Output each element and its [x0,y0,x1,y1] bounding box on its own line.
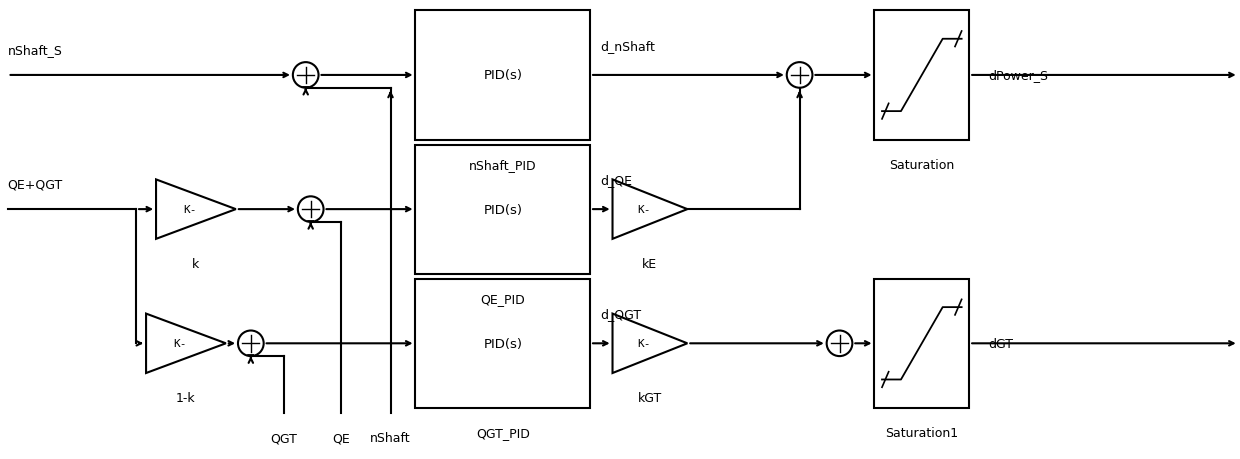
Text: QGT_PID: QGT_PID [476,426,529,439]
Text: d_nShaft: d_nShaft [600,39,655,53]
Text: −: − [300,82,310,92]
Ellipse shape [238,331,264,356]
FancyBboxPatch shape [874,279,970,408]
Ellipse shape [298,197,324,223]
Text: dPower_S: dPower_S [988,69,1048,82]
Text: Saturation1: Saturation1 [885,426,959,439]
FancyBboxPatch shape [415,11,590,140]
Text: K-: K- [174,339,186,348]
Text: nShaft_PID: nShaft_PID [469,158,537,172]
Text: PID(s): PID(s) [484,69,522,82]
Polygon shape [613,314,687,373]
Text: dGT: dGT [988,337,1013,350]
FancyBboxPatch shape [415,145,590,274]
Text: QE: QE [332,431,350,444]
Ellipse shape [827,331,852,356]
Text: k: k [192,257,200,270]
Text: −: − [305,216,315,225]
Polygon shape [146,314,226,373]
Text: 1-k: 1-k [176,392,196,404]
FancyBboxPatch shape [415,279,590,408]
Text: PID(s): PID(s) [484,337,522,350]
Text: K-: K- [637,205,651,215]
Text: K-: K- [184,205,196,215]
Ellipse shape [293,63,319,89]
Text: −: − [246,349,255,359]
Polygon shape [613,180,687,239]
Text: kGT: kGT [637,392,662,404]
Ellipse shape [786,63,812,89]
Text: QGT: QGT [270,431,298,444]
Text: PID(s): PID(s) [484,203,522,216]
Text: kE: kE [642,257,657,270]
Text: d_QE: d_QE [600,174,632,186]
Text: nShaft: nShaft [371,431,410,444]
Text: K-: K- [637,339,651,348]
Polygon shape [156,180,236,239]
FancyBboxPatch shape [874,11,970,140]
Text: d_QGT: d_QGT [600,308,641,320]
Text: QE_PID: QE_PID [480,292,525,305]
Text: QE+QGT: QE+QGT [7,178,63,191]
Text: nShaft_S: nShaft_S [7,44,62,57]
Text: Saturation: Saturation [889,158,955,172]
